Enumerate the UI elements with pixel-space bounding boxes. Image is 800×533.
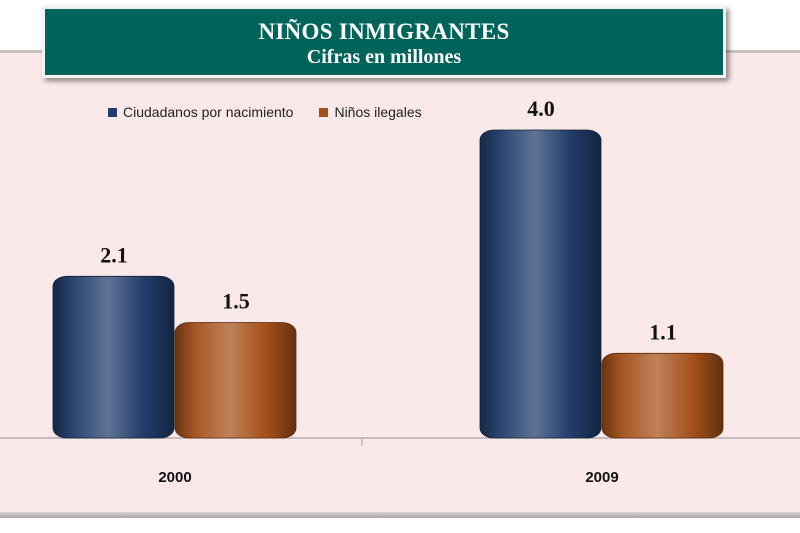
chart-title: NIÑOS INMIGRANTES xyxy=(258,19,510,44)
legend: Ciudadanos por nacimiento Niños ilegales xyxy=(108,102,448,122)
bar-2009-ilegales xyxy=(601,352,724,439)
chart-subtitle: Cifras en millones xyxy=(306,46,462,68)
legend-item-ilegales: Niños ilegales xyxy=(319,104,422,120)
data-label-2009-ilegales: 1.1 xyxy=(649,319,677,344)
bar-2000-ciudadanos xyxy=(52,275,175,439)
bottom-rule xyxy=(0,512,800,518)
category-label-2009: 2009 xyxy=(585,469,618,486)
data-label-2000-ilegales: 1.5 xyxy=(222,289,250,314)
title-banner: NIÑOS INMIGRANTES Cifras en millones xyxy=(42,6,726,78)
legend-swatch-ilegales xyxy=(319,107,329,117)
bar-2009-ciudadanos xyxy=(479,129,602,439)
data-label-2009-ciudadanos: 4.0 xyxy=(527,96,555,121)
data-label-2000-ciudadanos: 2.1 xyxy=(100,242,128,267)
legend-swatch-ciudadanos xyxy=(108,107,117,117)
category-label-2000: 2000 xyxy=(158,469,191,486)
legend-item-ciudadanos: Ciudadanos por nacimiento xyxy=(108,104,293,120)
legend-label-ilegales: Niños ilegales xyxy=(334,104,422,120)
bar-2000-ilegales xyxy=(174,322,297,439)
legend-label-ciudadanos: Ciudadanos por nacimiento xyxy=(123,104,294,120)
